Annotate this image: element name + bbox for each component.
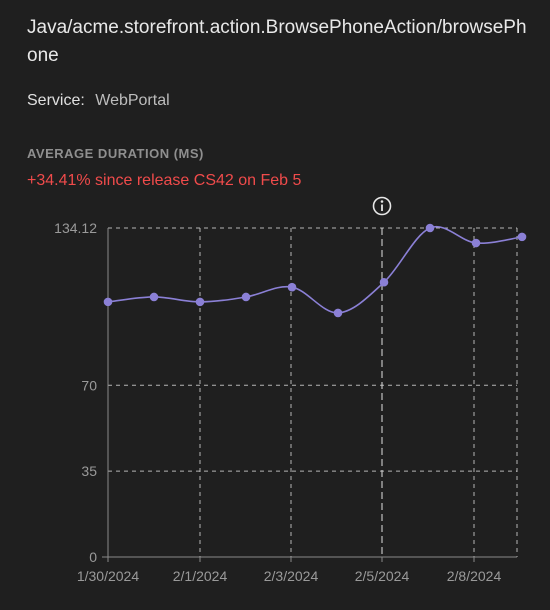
x-tick-label: 1/30/2024 (77, 568, 139, 584)
average-duration-chart: 0 35 70 134.12 1/30/2024 2/1/2024 2/3/2024 2/5/… (54, 196, 527, 584)
x-tick-label: 2/5/2024 (355, 568, 410, 584)
data-point[interactable] (149, 292, 159, 302)
service-value[interactable]: WebPortal (95, 92, 170, 109)
data-point[interactable] (517, 232, 527, 242)
data-point[interactable] (471, 238, 481, 248)
data-point[interactable] (287, 282, 297, 292)
service-label: Service: (27, 92, 85, 109)
data-point[interactable] (103, 297, 113, 307)
info-icon (372, 196, 392, 216)
change-indicator: +34.41% since release CS42 on Feb 5 (27, 172, 302, 189)
y-tick-label: 0 (89, 549, 97, 565)
grid-layer (108, 227, 518, 557)
series-layer (103, 223, 527, 318)
x-tick-label: 2/1/2024 (173, 568, 228, 584)
data-point[interactable] (195, 297, 205, 307)
service-row: Service: WebPortal (27, 92, 170, 110)
x-tick-label: 2/3/2024 (264, 568, 319, 584)
data-point[interactable] (379, 277, 389, 287)
data-point[interactable] (333, 308, 343, 318)
release-marker[interactable] (372, 196, 392, 216)
info-icon-dot (380, 200, 384, 203)
y-tick-label: 70 (81, 377, 97, 393)
y-tick-label: 134.12 (54, 220, 97, 236)
axis-layer: 0 35 70 134.12 1/30/2024 2/1/2024 2/3/2024 2/5/… (54, 220, 517, 584)
transaction-title: Java/acme.storefront.action.BrowsePhoneA… (27, 17, 527, 66)
metric-label: AVERAGE DURATION (MS) (27, 146, 204, 161)
y-tick-label: 35 (81, 463, 97, 479)
data-point[interactable] (241, 292, 251, 302)
x-tick-label: 2/8/2024 (447, 568, 502, 584)
data-point[interactable] (425, 223, 435, 233)
series-line (107, 225, 523, 314)
